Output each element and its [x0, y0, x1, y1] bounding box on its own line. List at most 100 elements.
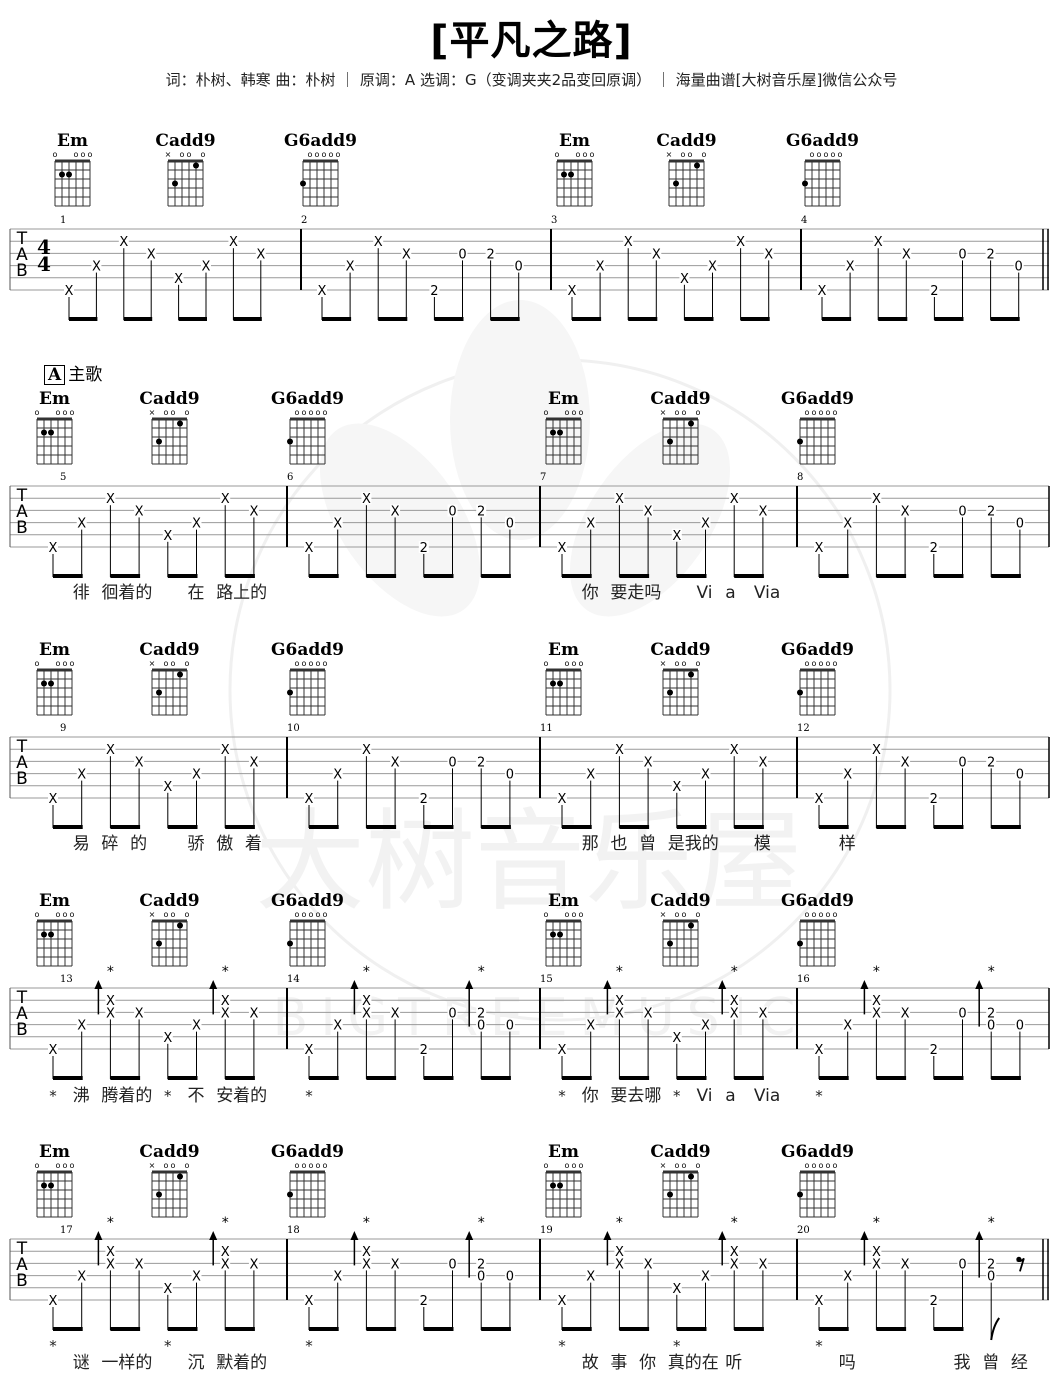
beam: [167, 1327, 198, 1331]
measure-number: 12: [797, 723, 810, 734]
note-bg: [928, 792, 939, 804]
muted-note: X: [672, 1031, 681, 1046]
finger-dot: [48, 429, 54, 436]
lyric: Vi: [697, 1086, 713, 1106]
measure-number: 6: [287, 472, 293, 483]
note-bg: [871, 994, 882, 1007]
measure-number: 10: [287, 723, 300, 734]
beam: [110, 1076, 141, 1080]
open-string-marker: o: [579, 408, 584, 417]
beam: [309, 825, 339, 829]
open-string-marker: o: [323, 659, 328, 668]
beam: [233, 317, 262, 321]
chord-name: Em: [39, 389, 70, 409]
note-bg: [643, 755, 654, 768]
open-string-marker: o: [35, 910, 40, 919]
muted-note: X: [391, 1006, 400, 1021]
finger-dot: [550, 429, 556, 436]
note-bg: [248, 755, 259, 768]
note-bg: [390, 1257, 401, 1270]
open-string-marker: o: [675, 659, 680, 668]
chord-diagram-cadd9: Cadd9× o o o: [650, 640, 711, 716]
lyric-mark: *: [673, 1087, 681, 1105]
note-bg: [757, 1257, 768, 1270]
chord-name: Em: [548, 1142, 579, 1162]
fret-number: 0: [448, 755, 456, 770]
note-bg: [248, 1257, 259, 1270]
muted-note: X: [362, 994, 371, 1009]
note-bg: [842, 1018, 853, 1031]
fret-number: 2: [420, 1043, 428, 1058]
note-bg: [986, 1257, 997, 1270]
muted-note: X: [77, 1270, 86, 1285]
beam: [225, 825, 255, 829]
lyric: 要去哪: [610, 1086, 661, 1106]
beam: [481, 825, 511, 829]
lyric-mark: *: [558, 1337, 566, 1355]
note-bg: [476, 1257, 487, 1270]
muted-note: X: [192, 517, 201, 532]
chord-name: G6add9: [284, 131, 357, 151]
note-bg: [91, 259, 102, 272]
finger-dot: [550, 1182, 556, 1189]
note-bg: [345, 259, 356, 272]
open-string-marker: o: [826, 408, 831, 417]
open-string-marker: o: [185, 408, 190, 417]
note-bg: [162, 528, 173, 541]
note-bg: [76, 767, 87, 780]
note-bg: [871, 1245, 882, 1258]
fret-number: 0: [448, 1257, 456, 1272]
finger-dot: [667, 940, 673, 947]
muted-note: X: [305, 792, 314, 807]
note-bg: [585, 516, 596, 529]
fret-number: 0: [506, 1019, 514, 1034]
muted-note: X: [221, 1006, 230, 1021]
accent-asterisk: *: [616, 1215, 623, 1231]
fret-number: 0: [958, 1006, 966, 1021]
lyric: 是我的: [668, 834, 719, 854]
open-string-marker: o: [70, 408, 75, 417]
fret-number: 0: [958, 504, 966, 519]
muted-note: X: [106, 1245, 115, 1260]
finger-dot: [557, 931, 563, 938]
fret-number: 2: [486, 247, 494, 262]
note-bg: [447, 504, 458, 517]
open-string-marker: o: [544, 1161, 549, 1170]
beam: [481, 1076, 511, 1080]
note-bg: [146, 247, 157, 260]
chord-diagram-em: Emo o o o: [544, 640, 584, 716]
note-bg: [485, 247, 496, 260]
song-title: [平凡之路]: [430, 18, 633, 64]
note-bg: [1013, 259, 1024, 272]
muted-note: X: [843, 768, 852, 783]
note-bg: [134, 755, 145, 768]
note-bg: [304, 541, 314, 553]
muted-note: X: [730, 994, 739, 1009]
fret-number: 0: [448, 504, 456, 519]
open-string-marker: o: [544, 408, 549, 417]
fret-number: 2: [420, 1294, 428, 1309]
note-bg: [986, 1018, 997, 1031]
note-bg: [986, 1006, 997, 1019]
muted-note: X: [872, 492, 881, 507]
measure-number: 9: [60, 723, 66, 734]
muted-note: X: [106, 1257, 115, 1272]
note-bg: [191, 1269, 202, 1282]
open-string-marker: o: [63, 408, 68, 417]
note-bg: [842, 1269, 853, 1282]
note-bg: [220, 994, 231, 1007]
strum-arrow-head: [209, 1231, 218, 1240]
note-bg: [557, 792, 567, 804]
chord-diagram-em: Emo o o o: [53, 131, 93, 207]
note-bg: [118, 235, 129, 248]
muted-note: X: [221, 492, 230, 507]
lyric: Via: [754, 583, 780, 603]
strum-arrow-head: [603, 980, 612, 989]
muted-note: X: [586, 517, 595, 532]
note-bg: [220, 743, 231, 756]
note-bg: [361, 994, 372, 1007]
finger-dot: [193, 162, 199, 169]
open-string-marker: o: [565, 910, 570, 919]
muted-note: X: [843, 1270, 852, 1285]
open-string-marker: o: [302, 408, 307, 417]
